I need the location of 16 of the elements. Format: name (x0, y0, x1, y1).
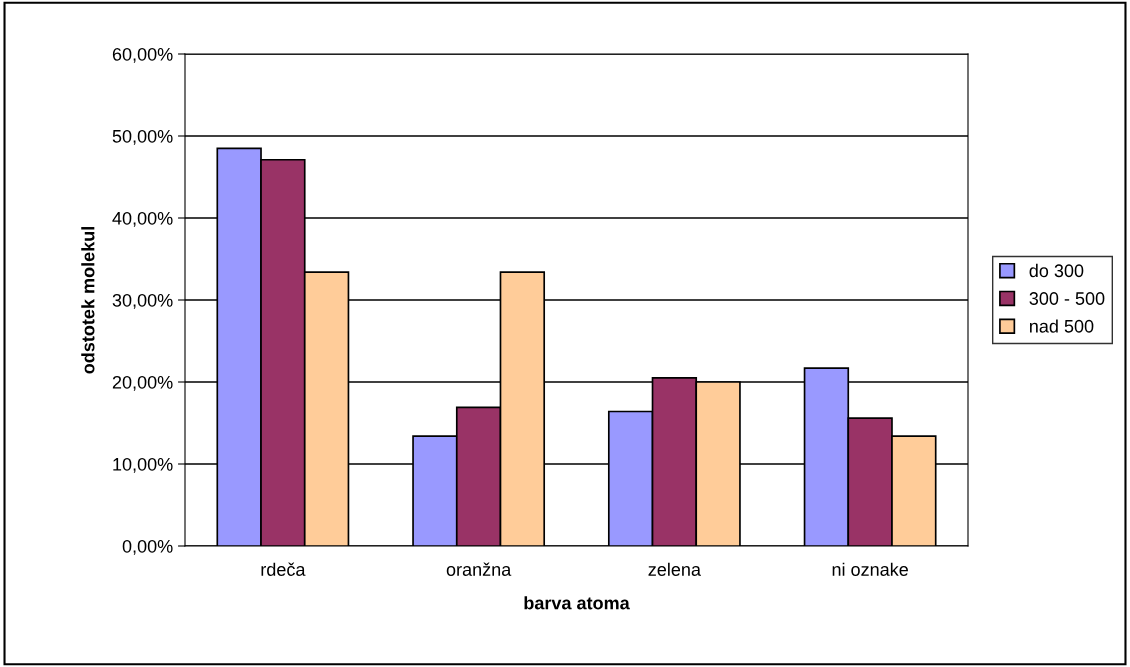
y-tick-label: 50,00% (112, 129, 173, 145)
legend-label: nad 500 (1030, 319, 1094, 333)
legend-label: do 300 (1029, 263, 1084, 278)
x-tick-label: rdeča (261, 562, 306, 576)
y-tick-label: 10,00% (113, 457, 173, 473)
x-tick-label: zelena (648, 562, 701, 576)
legend-label: 300 - 500 (1029, 292, 1105, 305)
y-tick-label: 0,00% (122, 539, 173, 555)
y-tick-label: 40,00% (112, 211, 173, 227)
y-axis-title: odstotek molekul (81, 227, 95, 374)
x-tick-label: ni oznake (832, 562, 908, 576)
x-axis-title: barva atoma (524, 596, 630, 610)
y-tick-label: 30,00% (112, 293, 173, 309)
x-tick-label: oranžna (446, 562, 512, 576)
y-tick-label: 60,00% (112, 47, 173, 63)
y-tick-label: 20,00% (112, 375, 173, 391)
